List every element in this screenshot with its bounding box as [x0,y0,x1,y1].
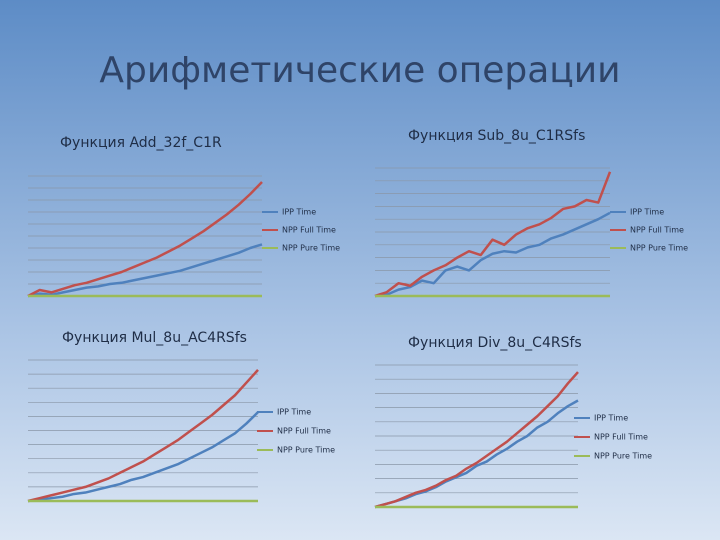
series-line [374,399,579,509]
legend-label: NPP Pure Time [594,452,652,461]
series-line [27,369,259,503]
legend-label: IPP Time [282,208,316,217]
series-line [374,371,579,509]
slide-title: Арифметические операции [99,50,620,91]
legend-label: NPP Full Time [277,427,331,436]
series-line [374,171,612,298]
chart-title: Функция Add_32f_C1R [60,135,222,151]
legend-label: NPP Full Time [594,433,648,442]
chart-title: Функция Mul_8u_AC4RSfs [62,330,247,346]
series-line [27,243,263,298]
legend-label: NPP Pure Time [277,446,335,455]
chart-title: Функция Sub_8u_C1RSfs [408,128,585,144]
legend-label: IPP Time [630,208,664,217]
series-line [374,211,611,298]
series-line [27,181,263,298]
legend-label: IPP Time [277,408,311,417]
legend-label: NPP Full Time [630,226,684,235]
legend-label: IPP Time [594,414,628,423]
legend-label: NPP Pure Time [282,244,340,253]
legend-label: NPP Pure Time [630,244,688,253]
series-line [27,411,259,503]
legend-label: NPP Full Time [282,226,336,235]
chart-title: Функция Div_8u_C4RSfs [408,335,582,351]
